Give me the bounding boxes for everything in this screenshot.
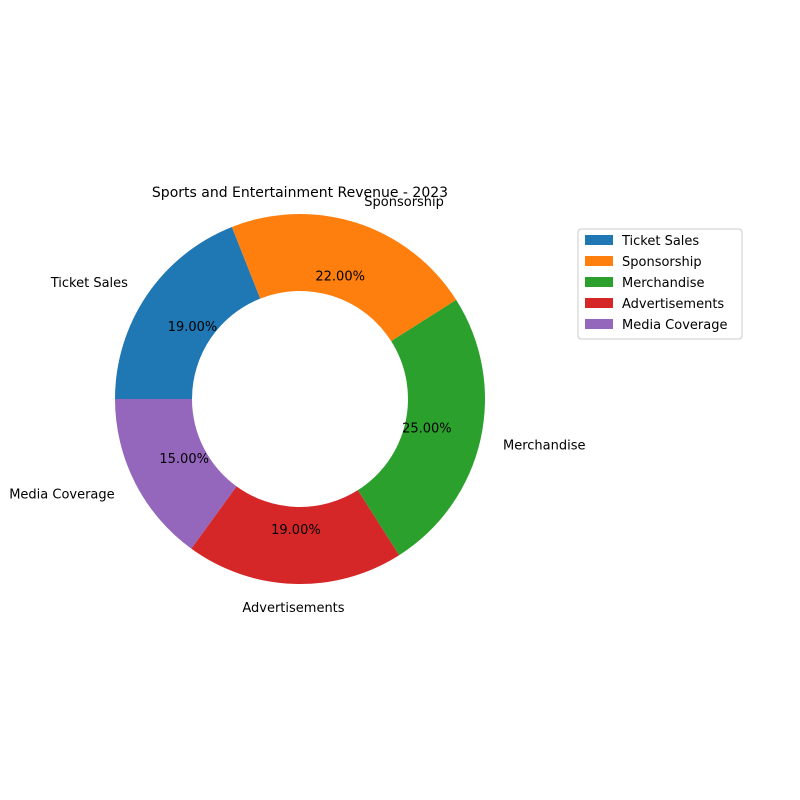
category-label-advertisements: Advertisements bbox=[242, 601, 344, 616]
legend-swatch-sponsorship bbox=[585, 256, 613, 266]
legend-swatch-ticket-sales bbox=[585, 235, 613, 245]
category-label-ticket-sales: Ticket Sales bbox=[50, 276, 128, 291]
legend-swatch-merchandise bbox=[585, 277, 613, 287]
slice-advertisements bbox=[191, 486, 400, 585]
legend-label-media-coverage: Media Coverage bbox=[622, 318, 727, 333]
slice-merchandise bbox=[357, 299, 485, 556]
slice-media-coverage bbox=[115, 399, 237, 549]
percent-label-ticket-sales: 19.00% bbox=[168, 320, 218, 335]
slice-sponsorship bbox=[231, 214, 457, 342]
legend: Ticket Sales Sponsorship Merchandise Advert… bbox=[577, 228, 743, 340]
legend-label-ticket-sales: Ticket Sales bbox=[621, 234, 699, 249]
category-label-sponsorship: Sponsorship bbox=[364, 195, 444, 210]
category-label-media-coverage: Media Coverage bbox=[9, 487, 114, 502]
percent-label-sponsorship: 22.00% bbox=[315, 269, 365, 284]
chart-title: Sports and Entertainment Revenue - 2023 bbox=[152, 185, 448, 201]
category-label-merchandise: Merchandise bbox=[503, 438, 586, 453]
legend-frame bbox=[577, 228, 743, 340]
percent-label-advertisements: 19.00% bbox=[271, 523, 321, 538]
slice-ticket-sales bbox=[115, 226, 261, 399]
legend-swatch-advertisements bbox=[585, 298, 613, 308]
legend-label-merchandise: Merchandise bbox=[622, 276, 705, 291]
percent-label-media-coverage: 15.00% bbox=[159, 452, 209, 467]
slices-layer bbox=[115, 214, 485, 585]
legend-label-sponsorship: Sponsorship bbox=[622, 255, 702, 270]
legend-label-advertisements: Advertisements bbox=[622, 297, 724, 312]
labels-layer: 19.00% Ticket Sales 22.00% Sponsorship 25.00… bbox=[9, 195, 585, 616]
percent-label-merchandise: 25.00% bbox=[402, 421, 452, 436]
legend-swatch-media-coverage bbox=[585, 319, 613, 329]
